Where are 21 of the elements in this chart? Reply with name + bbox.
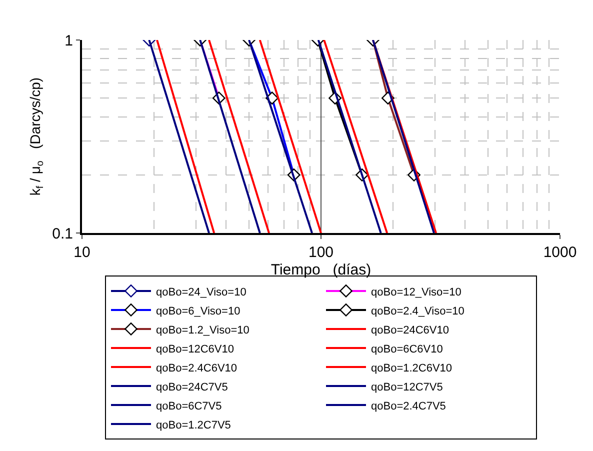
y-tick-label: 0.1 bbox=[52, 225, 73, 242]
legend-label: qoBo=12C7V5 bbox=[371, 381, 443, 394]
x-tick-label: 100 bbox=[308, 244, 334, 261]
legend-label: qoBo=1.2C7V5 bbox=[156, 419, 231, 432]
legend-label: qoBo=1.2C6V10 bbox=[371, 362, 452, 374]
x-tick-label: 10 bbox=[74, 244, 90, 261]
legend-label: qoBo=24_Viso=10 bbox=[156, 286, 246, 298]
legend-label: qoBo=6_Viso=10 bbox=[156, 305, 240, 318]
x-tick-label: 1000 bbox=[543, 244, 577, 261]
legend-label: qoBo=2.4C7V5 bbox=[371, 400, 446, 412]
legend-label: qoBo=12_Viso=10 bbox=[371, 286, 462, 298]
legend-label: qoBo=24C7V5 bbox=[156, 381, 228, 394]
legend-label: qoBo=2.4_Viso=10 bbox=[371, 305, 464, 318]
legend-label: qoBo=1.2_Viso=10 bbox=[156, 324, 250, 336]
legend-label: qoBo=6C7V5 bbox=[156, 400, 222, 412]
legend-label: qoBo=6C6V10 bbox=[371, 343, 443, 356]
y-tick-label: 1 bbox=[64, 32, 73, 50]
x-axis-title: Tiempo (días) bbox=[270, 262, 372, 278]
legend-label: qoBo=24C6V10 bbox=[371, 324, 449, 336]
legend-label: qoBo=12C6V10 bbox=[156, 343, 234, 356]
legend-label: qoBo=2.4C6V10 bbox=[156, 362, 238, 374]
